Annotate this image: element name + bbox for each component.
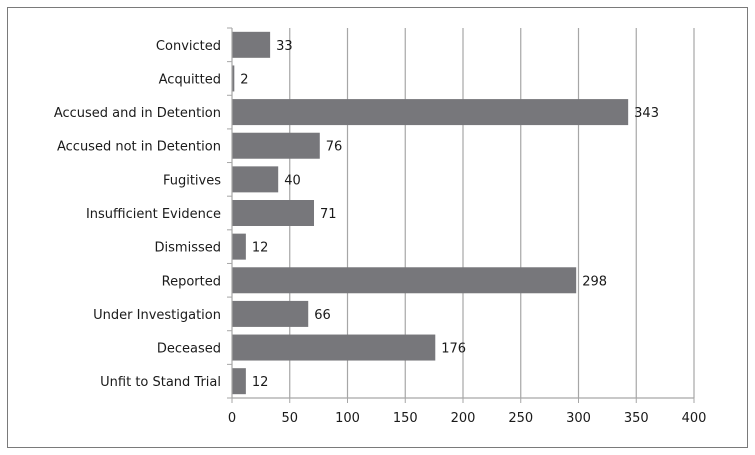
data-label: 66 [314, 308, 331, 323]
category-label: Acquitted [159, 72, 221, 87]
category-label: Under Investigation [93, 308, 221, 323]
data-label: 12 [252, 241, 269, 256]
chart-frame [7, 7, 748, 448]
bar [232, 166, 279, 193]
x-tick-label: 50 [281, 411, 298, 426]
category-label: Dismissed [155, 241, 221, 256]
bars [232, 31, 629, 395]
data-label: 298 [582, 274, 607, 289]
bar [232, 99, 629, 126]
x-tick-labels: 0 50 100 150 200 250 300 350 400 [228, 411, 707, 426]
data-label: 176 [441, 342, 466, 357]
data-label: 343 [634, 106, 659, 121]
axes [227, 27, 695, 403]
category-label: Accused and in Detention [54, 106, 221, 121]
x-tick-label: 200 [451, 411, 476, 426]
data-label: 33 [276, 39, 293, 54]
data-labels: 33 2 343 76 40 71 12 298 66 176 12 [240, 39, 659, 390]
bar [232, 300, 309, 327]
bar [232, 132, 320, 159]
x-tick-label: 300 [566, 411, 591, 426]
bar [232, 334, 436, 361]
data-label: 76 [326, 140, 343, 155]
category-label: Fugitives [163, 173, 221, 188]
bar [232, 267, 577, 294]
bar [232, 368, 246, 395]
category-label: Convicted [156, 39, 221, 54]
x-tick-label: 100 [335, 411, 360, 426]
bar [232, 233, 246, 260]
category-labels: Convicted Acquitted Accused and in Detenti… [54, 39, 221, 390]
category-label: Insufficient Evidence [86, 207, 221, 222]
x-tick-label: 0 [228, 411, 236, 426]
data-label: 40 [284, 173, 301, 188]
x-tick-label: 250 [508, 411, 533, 426]
x-tick-label: 400 [682, 411, 707, 426]
data-label: 2 [240, 72, 248, 87]
bar [232, 200, 315, 226]
data-label: 71 [320, 207, 337, 222]
category-label: Deceased [157, 342, 221, 357]
data-label: 12 [252, 375, 269, 390]
category-label: Accused not in Detention [57, 140, 221, 155]
category-label: Reported [162, 274, 221, 289]
x-tick-label: 150 [393, 411, 418, 426]
bar [232, 65, 235, 92]
category-label: Unfit to Stand Trial [100, 375, 221, 390]
x-tick-label: 350 [624, 411, 649, 426]
bar [232, 31, 271, 58]
